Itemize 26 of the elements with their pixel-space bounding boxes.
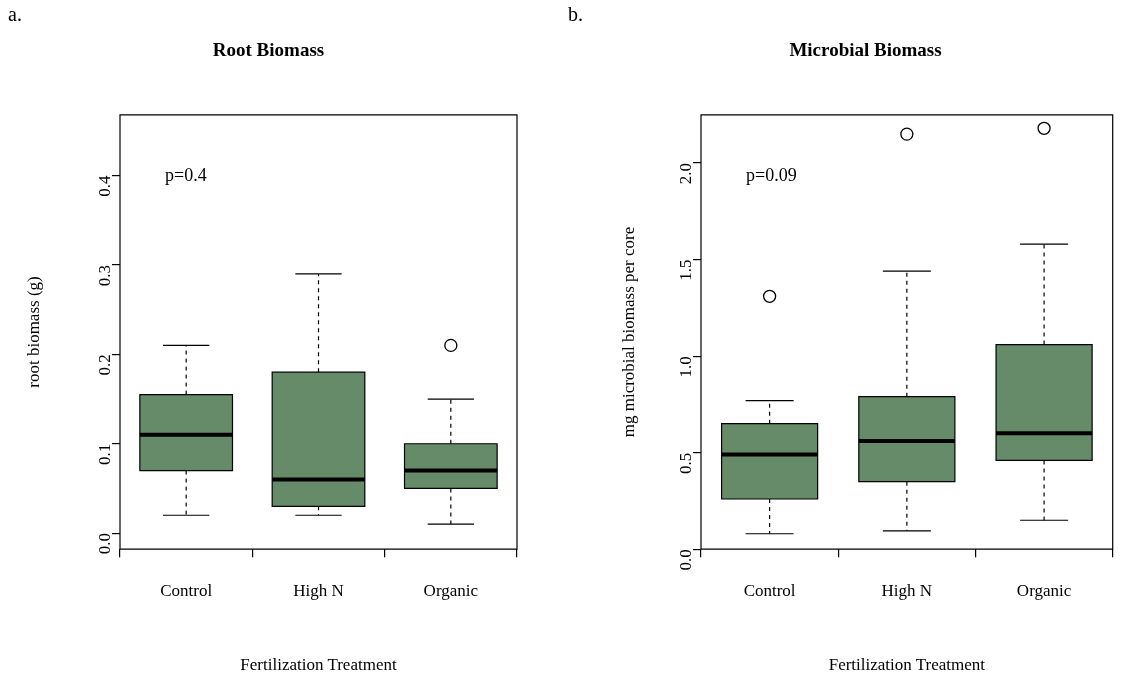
x-tick-label: Organic [1016,580,1072,600]
y-tick-label: 0.1 [95,443,115,465]
y-tick-label: 2.0 [676,163,696,185]
y-axis-title: root biomass (g) [23,276,43,388]
x-tick-label: High N [293,580,344,600]
chart-title: Root Biomass [212,39,325,61]
annotation: p=0.09 [746,164,797,185]
x-axis-title: Fertilization Treatment [240,655,397,675]
x-tick-label: Control [160,580,213,600]
annotation: p=0.4 [165,164,207,185]
chart-title: Microbial Biomass [789,39,942,61]
x-axis-title: Fertilization Treatment [828,655,986,675]
text: b. [568,3,583,26]
y-tick-label: 0.5 [676,452,696,474]
text: a. [8,3,22,26]
x-tick-label: Organic [423,580,479,600]
x-tick-label: Control [743,580,796,600]
y-tick-label: 0.0 [95,533,115,555]
y-tick-label: 0.3 [95,264,115,287]
y-tick-label: 1.0 [676,356,696,378]
y-tick-label: 0.4 [95,175,115,197]
x-tick-label: High N [881,580,933,600]
y-axis-title: mg microbial biomass per core [618,226,638,438]
y-tick-label: 0.0 [676,549,696,571]
y-tick-label: 0.2 [95,354,115,376]
y-tick-label: 1.5 [676,259,696,281]
